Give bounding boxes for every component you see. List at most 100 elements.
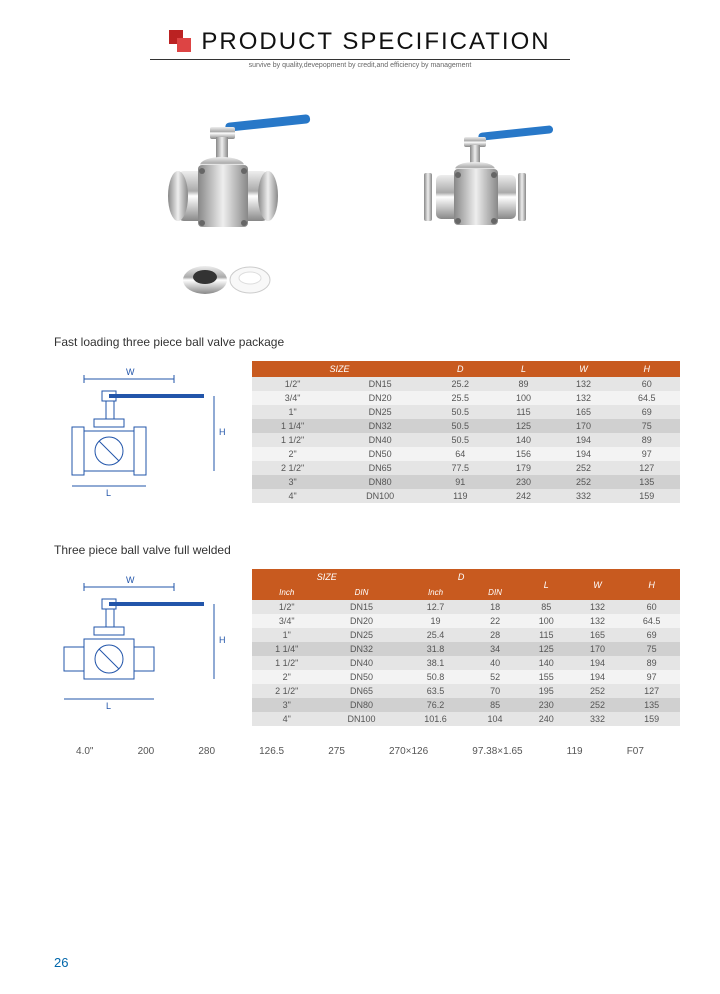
table-cell: 85 [521, 600, 572, 614]
table-cell: 242 [494, 489, 554, 503]
table-cell: 3/4" [252, 391, 333, 405]
table-cell: DN20 [321, 614, 401, 628]
table-cell: 25.4 [402, 628, 470, 642]
col-size: SIZE [252, 361, 427, 377]
table-cell: 252 [554, 475, 614, 489]
br-0: 4.0" [76, 746, 93, 757]
table-cell: 100 [521, 614, 572, 628]
table-cell: 115 [494, 405, 554, 419]
table-cell: 159 [623, 712, 680, 726]
sub-din1: DIN [321, 585, 401, 600]
table-cell: 156 [494, 447, 554, 461]
table-cell: DN65 [333, 461, 427, 475]
table-cell: 140 [494, 433, 554, 447]
table-cell: 230 [494, 475, 554, 489]
table-cell: 77.5 [427, 461, 493, 475]
table-cell: 194 [572, 656, 623, 670]
table-cell: 60 [623, 600, 680, 614]
table-cell: 140 [521, 656, 572, 670]
table-cell: 97 [623, 670, 680, 684]
svg-text:L: L [106, 701, 111, 711]
br-8: F07 [627, 746, 644, 757]
table-cell: 127 [623, 684, 680, 698]
svg-text:W: W [126, 367, 135, 377]
table-cell: DN15 [333, 377, 427, 391]
table-cell: 28 [469, 628, 520, 642]
table-cell: 38.1 [402, 656, 470, 670]
table-cell: DN32 [333, 419, 427, 433]
table-cell: 64.5 [613, 391, 680, 405]
table-cell: 132 [554, 377, 614, 391]
table-cell: 50.5 [427, 419, 493, 433]
col-h: H [613, 361, 680, 377]
table-cell: 64 [427, 447, 493, 461]
header-tagline: survive by quality,devepopment by credit… [0, 62, 720, 69]
br-6: 97.38×1.65 [472, 746, 522, 757]
br-7: 119 [567, 746, 583, 757]
table-cell: 100 [494, 391, 554, 405]
table-cell: 89 [494, 377, 554, 391]
svg-text:H: H [219, 427, 226, 437]
section2-table: SIZE D L W H Inch DIN Inch DIN 1/2"DN151… [252, 569, 680, 726]
table-cell: 50.5 [427, 405, 493, 419]
table-cell: 252 [572, 698, 623, 712]
table-cell: DN32 [321, 642, 401, 656]
section1-block: W L H SIZE D L W H 1/ [0, 361, 720, 503]
table-cell: 332 [572, 712, 623, 726]
table-cell: 252 [554, 461, 614, 475]
table-cell: 132 [554, 391, 614, 405]
table-cell: 70 [469, 684, 520, 698]
table-cell: 3" [252, 475, 333, 489]
table-cell: 40 [469, 656, 520, 670]
table-cell: 194 [572, 670, 623, 684]
table-cell: DN100 [321, 712, 401, 726]
header-title: PRODUCT SPECIFICATION [201, 28, 550, 56]
table-cell: 4" [252, 712, 321, 726]
bottom-data-row: 4.0" 200 280 126.5 275 270×126 97.38×1.6… [0, 726, 720, 757]
col2-d: D [402, 569, 521, 585]
col2-l: L [521, 569, 572, 600]
col-l: L [494, 361, 554, 377]
table-cell: 119 [427, 489, 493, 503]
table-cell: 230 [521, 698, 572, 712]
table-cell: 1" [252, 405, 333, 419]
table-cell: 89 [613, 433, 680, 447]
table-cell: 76.2 [402, 698, 470, 712]
header-rule [150, 59, 570, 60]
page-header: PRODUCT SPECIFICATION survive by quality… [0, 0, 720, 69]
table-cell: 25.5 [427, 391, 493, 405]
table-cell: 1 1/4" [252, 419, 333, 433]
table-cell: 60 [613, 377, 680, 391]
table-cell: DN80 [333, 475, 427, 489]
table-cell: 159 [613, 489, 680, 503]
br-3: 126.5 [259, 746, 284, 757]
table-cell: 1" [252, 628, 321, 642]
table-cell: 195 [521, 684, 572, 698]
table-cell: 104 [469, 712, 520, 726]
table-cell: DN100 [333, 489, 427, 503]
table-cell: 1 1/2" [252, 656, 321, 670]
table-cell: 179 [494, 461, 554, 475]
page-number: 26 [54, 955, 68, 970]
table-cell: 22 [469, 614, 520, 628]
table-cell: 127 [613, 461, 680, 475]
table-cell: 50.8 [402, 670, 470, 684]
svg-text:W: W [126, 575, 135, 585]
table-cell: 64.5 [623, 614, 680, 628]
table-cell: DN40 [333, 433, 427, 447]
product-images [0, 105, 720, 315]
table-cell: 91 [427, 475, 493, 489]
table-cell: 75 [623, 642, 680, 656]
table-cell: 75 [613, 419, 680, 433]
table-cell: 12.7 [402, 600, 470, 614]
table-cell: DN20 [333, 391, 427, 405]
table-cell: 165 [554, 405, 614, 419]
table-cell: 2 1/2" [252, 461, 333, 475]
table-cell: 115 [521, 628, 572, 642]
table-cell: 52 [469, 670, 520, 684]
section1-diagram: W L H [54, 361, 234, 501]
table-cell: 252 [572, 684, 623, 698]
table-cell: 170 [554, 419, 614, 433]
col2-w: W [572, 569, 623, 600]
table-cell: 135 [613, 475, 680, 489]
